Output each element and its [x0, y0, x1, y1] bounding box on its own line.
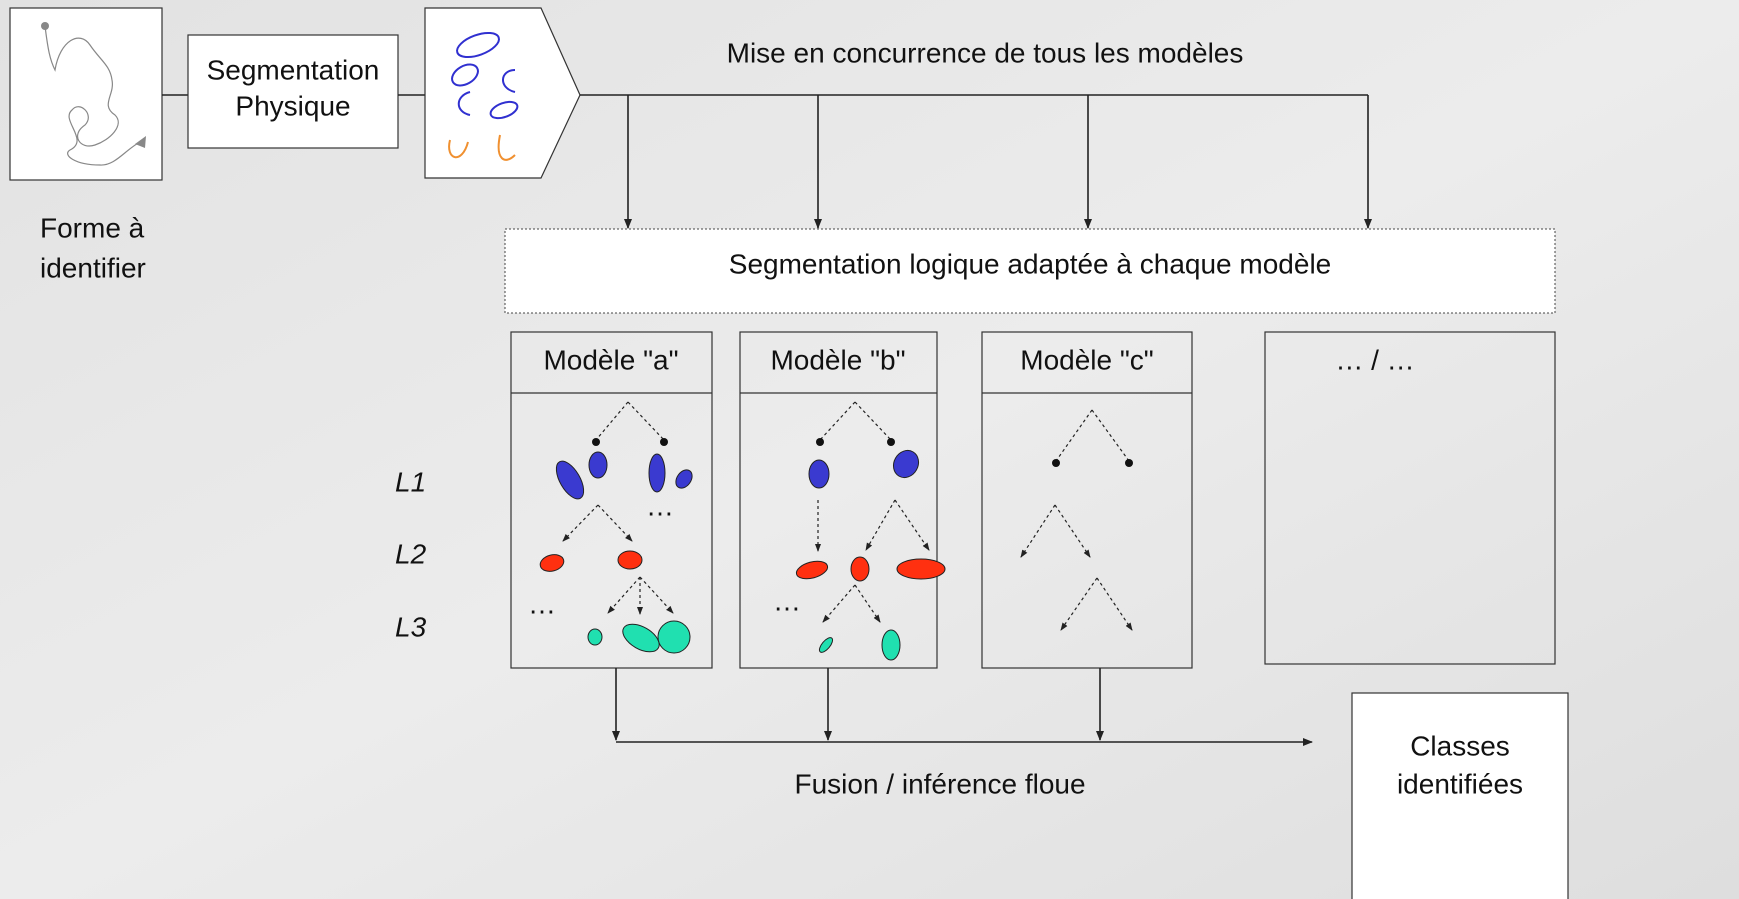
model-title: … / …: [1335, 344, 1414, 375]
page: Diagram { "input": {"label": ["Forme à",…: [0, 0, 1739, 899]
model-title: Modèle "c": [1020, 344, 1154, 375]
output-label: Classes: [1410, 730, 1510, 761]
ellipsis: …: [773, 585, 801, 616]
output-label: identifiées: [1397, 768, 1523, 799]
input-shape: [10, 8, 162, 180]
ellipsis: …: [528, 588, 556, 619]
model-title: Modèle "a": [543, 344, 678, 375]
model-title: Modèle "b": [770, 344, 905, 375]
competition-label: Mise en concurrence de tous les modèles: [727, 37, 1244, 68]
body: Segmentation Physique Mise en concurrenc…: [0, 0, 1739, 899]
physical-segmentation-label: Physique: [235, 90, 350, 121]
diagram: Segmentation Physique Mise en concurrenc…: [0, 0, 1739, 899]
input-label: Forme à: [40, 212, 145, 243]
logical-segmentation-label: Segmentation logique adaptée à chaque mo…: [729, 248, 1331, 279]
input-label: identifier: [40, 252, 146, 283]
level-label: L3: [395, 611, 427, 642]
level-label: L1: [395, 466, 426, 497]
physical-segmentation-label: Segmentation: [207, 54, 380, 85]
ellipsis: …: [646, 490, 674, 521]
level-label: L2: [395, 538, 427, 569]
fusion-label: Fusion / inférence floue: [794, 768, 1085, 799]
